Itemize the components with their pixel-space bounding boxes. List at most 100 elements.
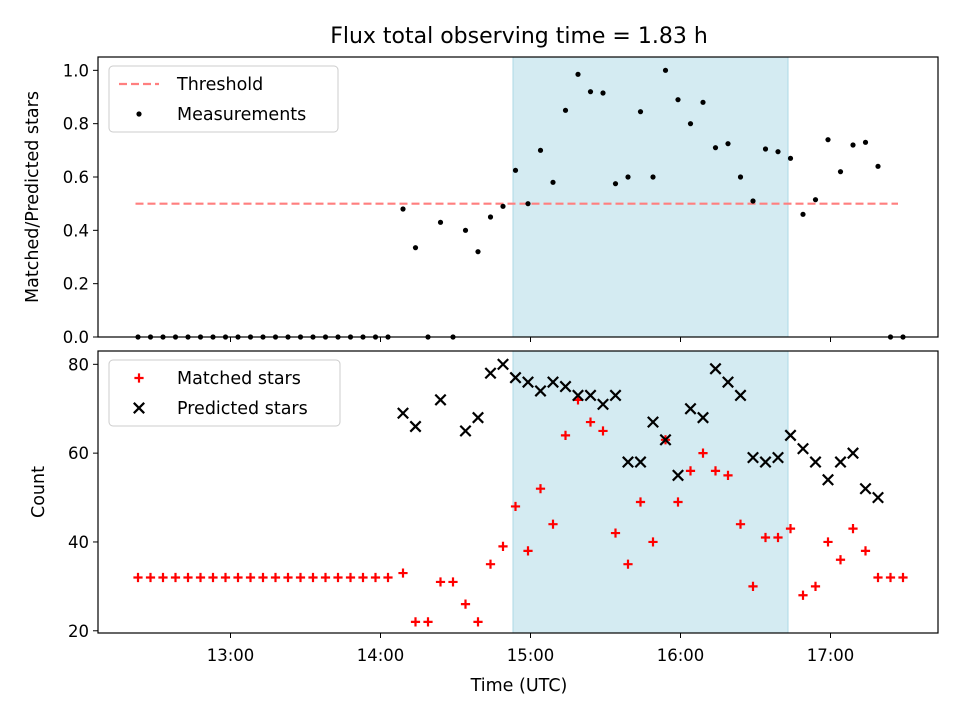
data-point xyxy=(837,169,844,175)
data-point xyxy=(208,572,218,583)
legend-swatch xyxy=(136,111,142,117)
data-point xyxy=(575,71,581,77)
data-point xyxy=(597,398,609,411)
data-point xyxy=(400,206,406,212)
count-panel: 20 40 60 80 13:00 14:00 15:00 16:00 17:00 Count Ma… xyxy=(29,350,939,665)
data-point xyxy=(448,577,458,587)
data-point xyxy=(610,528,621,538)
data-point xyxy=(723,470,733,480)
data-point xyxy=(760,532,771,543)
observing-span xyxy=(512,350,789,634)
data-point xyxy=(885,572,896,583)
legend: Matched stars Predicted stars xyxy=(108,359,341,427)
series-matched-stars xyxy=(133,395,908,627)
data-point xyxy=(295,572,306,583)
data-point xyxy=(800,211,806,217)
data-point xyxy=(787,155,794,161)
chart-title: Flux total observing time = 1.83 h xyxy=(330,24,708,49)
data-point xyxy=(698,448,708,458)
data-point xyxy=(697,411,709,424)
data-point xyxy=(523,546,533,556)
y-tick-label: 40 xyxy=(68,533,89,552)
data-point xyxy=(522,376,534,389)
data-point xyxy=(270,572,281,583)
data-point xyxy=(784,429,797,442)
data-point xyxy=(562,107,569,113)
data-point xyxy=(762,146,769,152)
y-tick-label: 20 xyxy=(68,622,89,641)
x-axis-label: Time (UTC) xyxy=(470,676,568,696)
data-point xyxy=(737,174,744,180)
legend-swatch xyxy=(133,402,145,414)
data-point xyxy=(860,546,871,556)
data-point xyxy=(437,219,444,225)
data-point xyxy=(485,559,496,569)
data-point xyxy=(725,141,731,147)
data-point xyxy=(835,555,846,565)
data-point xyxy=(873,572,883,583)
data-point xyxy=(333,572,343,583)
data-point xyxy=(659,433,672,446)
data-point xyxy=(283,572,293,583)
data-point xyxy=(600,90,606,96)
data-point xyxy=(572,389,584,402)
data-point xyxy=(848,524,858,534)
data-point xyxy=(547,376,559,389)
data-point xyxy=(510,501,521,512)
data-point xyxy=(687,121,694,127)
data-point xyxy=(434,393,447,406)
data-point xyxy=(734,389,747,402)
data-point xyxy=(423,617,433,627)
data-point xyxy=(834,456,847,469)
legend: Threshold Measurements xyxy=(108,65,339,133)
data-point xyxy=(859,482,872,495)
data-point xyxy=(308,572,318,583)
data-point xyxy=(462,227,469,233)
legend-box xyxy=(108,359,341,427)
data-point xyxy=(773,532,783,543)
data-point xyxy=(750,198,756,204)
data-point xyxy=(625,174,631,180)
data-point xyxy=(534,384,547,397)
data-point xyxy=(500,203,506,209)
data-point xyxy=(812,197,819,203)
data-point xyxy=(685,466,696,476)
y-axis-label: Matched/Predicted stars xyxy=(23,91,43,303)
data-point xyxy=(735,519,746,529)
data-point xyxy=(598,426,608,436)
data-point xyxy=(775,149,781,155)
data-point xyxy=(245,572,256,583)
y-tick-label: 0.2 xyxy=(63,275,89,294)
data-point xyxy=(675,97,681,103)
data-point xyxy=(472,411,484,424)
plot-frame xyxy=(97,56,939,338)
x-tick-label: 15:00 xyxy=(507,646,555,665)
data-point xyxy=(460,599,471,609)
legend-swatch xyxy=(134,373,144,383)
data-point xyxy=(862,139,869,145)
data-point xyxy=(847,447,859,460)
legend-box xyxy=(108,65,339,133)
data-point xyxy=(823,537,833,547)
data-point xyxy=(587,89,594,95)
data-point xyxy=(258,572,268,583)
data-point xyxy=(684,402,697,415)
data-point xyxy=(700,99,706,105)
data-point xyxy=(747,451,759,464)
y-tick-label: 80 xyxy=(68,355,89,374)
data-point xyxy=(498,541,508,552)
data-point xyxy=(537,147,544,153)
data-point xyxy=(809,456,822,469)
data-point xyxy=(609,389,622,402)
data-point xyxy=(785,524,796,534)
y-tick-label: 60 xyxy=(68,444,89,463)
data-point xyxy=(623,559,633,569)
legend-label: Threshold xyxy=(176,75,263,95)
data-point xyxy=(634,456,647,469)
data-point xyxy=(370,572,381,583)
data-point xyxy=(560,430,571,440)
data-point xyxy=(473,617,483,627)
data-point xyxy=(712,145,719,151)
data-point xyxy=(673,497,683,507)
